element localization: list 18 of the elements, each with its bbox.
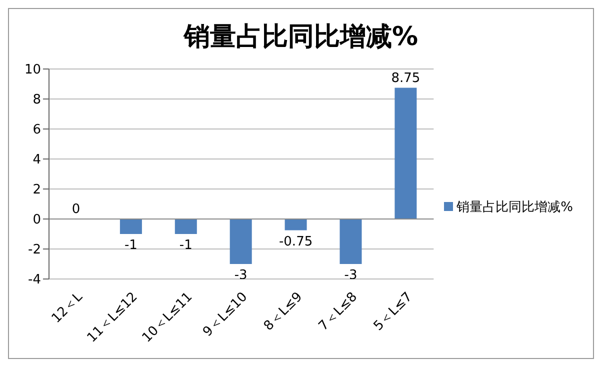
y-tick-label: 6 (32, 122, 41, 138)
legend-label: 销量占比同比增减% (456, 200, 573, 214)
data-label: -1 (179, 238, 192, 253)
y-tick-label: -4 (28, 272, 41, 288)
y-tick-label: 4 (32, 152, 41, 168)
data-label: -1 (124, 238, 138, 253)
x-tick-label: 12＜L (49, 289, 86, 326)
y-tick-label: 2 (32, 182, 41, 198)
y-tick-label: 8 (32, 92, 41, 108)
data-label: -0.75 (278, 234, 313, 250)
chart-title: 销量占比同比增减% (182, 21, 420, 54)
data-label: -3 (234, 268, 248, 283)
data-label: 8.75 (391, 70, 420, 86)
y-tick-label: 10 (24, 62, 41, 78)
y-tick-label: -2 (28, 242, 41, 258)
data-label: 0 (72, 202, 80, 217)
y-tick-label: 0 (32, 212, 41, 228)
data-label: -3 (344, 268, 358, 283)
